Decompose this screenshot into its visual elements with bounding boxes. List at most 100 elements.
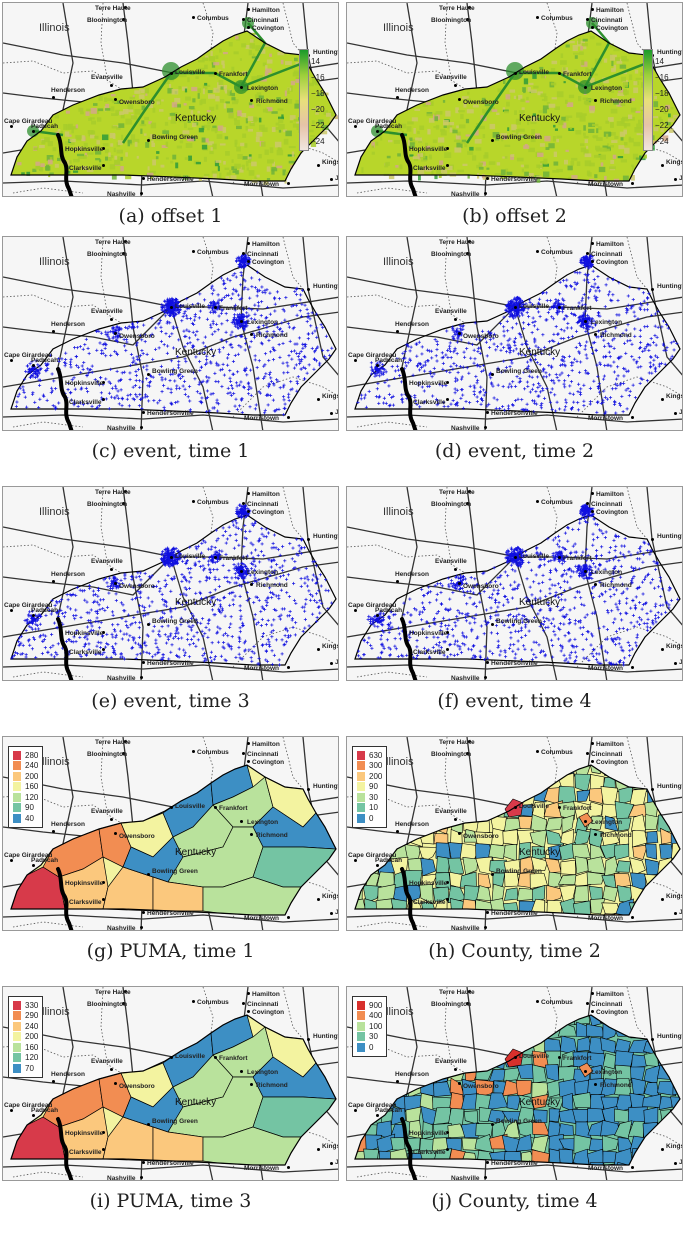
city-marker <box>139 425 143 429</box>
city-label: Hendersonville <box>491 410 538 417</box>
map-panel-event: Terre Haute Columbus Bloomington Hamilton Ci… <box>2 236 339 431</box>
legend-entry: 70 <box>13 1063 38 1074</box>
city-marker <box>246 491 250 495</box>
city-label: Paducah <box>375 123 403 130</box>
city-label: Johnson City <box>679 409 683 416</box>
city-marker <box>113 97 117 101</box>
city-marker <box>453 317 457 321</box>
city-marker <box>660 897 664 901</box>
city-label: Lexington <box>247 85 279 92</box>
city-label: Terre Haute <box>95 489 131 496</box>
city-label: Louisville <box>519 803 549 810</box>
city-marker <box>31 613 35 617</box>
city-label: Hendersonville <box>147 660 194 667</box>
city-label: Columbus <box>197 499 229 506</box>
city-label: Covington <box>252 759 285 766</box>
city-marker <box>246 241 250 245</box>
legend-swatch <box>13 1011 21 1021</box>
city-label: Terre Haute <box>439 239 475 246</box>
city-label: Johnson City <box>335 659 339 666</box>
city-label: Hopkinsville <box>409 630 448 637</box>
city-label: Cincinnati <box>247 251 279 258</box>
city-label: Evansville <box>435 1058 467 1065</box>
city-marker <box>141 410 145 414</box>
legend-entry: 160 <box>13 782 38 793</box>
city-marker <box>467 989 471 993</box>
city-label: Bowling Green <box>496 368 542 375</box>
city-label: Bloomington <box>87 17 128 24</box>
city-marker <box>306 287 310 291</box>
city-marker <box>353 1108 357 1112</box>
city-label: Louisville <box>175 553 205 560</box>
city-marker <box>191 749 195 753</box>
city-marker <box>306 1037 310 1041</box>
panel-caption: (a) offset 1 <box>118 205 223 227</box>
legend-label: 30 <box>369 792 378 802</box>
state-label-kentucky: Kentucky <box>519 847 561 858</box>
city-marker <box>286 1165 290 1169</box>
colorbar-tick: −16 <box>311 73 325 82</box>
city-label: Morristown <box>588 1165 624 1172</box>
city-marker <box>246 759 250 763</box>
city-label: Hamilton <box>252 991 280 998</box>
city-label: Richmond <box>256 1082 288 1089</box>
city-marker <box>113 581 117 585</box>
state-label-illinois: Illinois <box>383 22 414 34</box>
city-marker <box>9 858 13 862</box>
city-marker <box>191 249 195 253</box>
city-marker <box>593 832 597 836</box>
city-label: Paducah <box>31 1107 59 1114</box>
city-marker <box>329 411 333 415</box>
legend-entry: 10 <box>357 803 382 814</box>
legend-label: 0 <box>369 813 374 823</box>
city-marker <box>513 1055 517 1059</box>
city-marker <box>453 83 457 87</box>
city-label: Paducah <box>31 123 59 130</box>
city-label: Clarksville <box>69 165 102 172</box>
city-marker <box>453 567 457 571</box>
city-label: Bowling Green <box>496 618 542 625</box>
city-label: Owensboro <box>463 583 499 590</box>
city-label: Owensboro <box>463 833 499 840</box>
city-label: Terre Haute <box>95 239 131 246</box>
legend-entry: 0 <box>357 1042 382 1053</box>
state-label-kentucky: Kentucky <box>519 1097 561 1108</box>
offset-colorbar <box>643 49 653 151</box>
legend-swatch <box>13 1053 21 1063</box>
panel-caption: (e) event, time 3 <box>91 690 250 712</box>
city-label: Hopkinsville <box>65 880 104 887</box>
city-label: Huntington <box>313 1033 338 1040</box>
city-marker <box>467 489 471 493</box>
city-marker <box>146 1122 150 1126</box>
legend-entry: 100 <box>357 1021 382 1032</box>
legend-entry: 90 <box>13 803 38 814</box>
city-label: Bowling Green <box>152 618 198 625</box>
legend-label: 10 <box>369 803 378 813</box>
city-label: Lexington <box>591 569 623 576</box>
city-marker <box>213 71 217 75</box>
city-marker <box>213 1055 217 1059</box>
city-marker <box>513 805 517 809</box>
city-label: Richmond <box>600 1082 632 1089</box>
city-marker <box>123 739 127 743</box>
city-label: Hamilton <box>252 741 280 748</box>
city-marker <box>249 832 253 836</box>
city-label: Cape Girardeau <box>4 352 53 359</box>
city-marker <box>590 241 594 245</box>
city-label: Hamilton <box>596 491 624 498</box>
city-marker <box>101 880 105 884</box>
city-label: Covington <box>596 259 629 266</box>
city-marker <box>375 863 379 867</box>
city-label: Cincinnati <box>247 17 279 24</box>
city-marker <box>660 163 664 167</box>
city-marker <box>485 176 489 180</box>
city-label: Covington <box>252 509 285 516</box>
city-label: Covington <box>252 1009 285 1016</box>
legend-entry: 300 <box>357 761 382 772</box>
state-label-illinois: Illinois <box>383 1006 414 1018</box>
legend-label: 400 <box>369 1011 383 1021</box>
city-label: Bowling Green <box>152 368 198 375</box>
city-marker <box>213 305 217 309</box>
city-marker <box>329 661 333 665</box>
city-marker <box>246 991 250 995</box>
